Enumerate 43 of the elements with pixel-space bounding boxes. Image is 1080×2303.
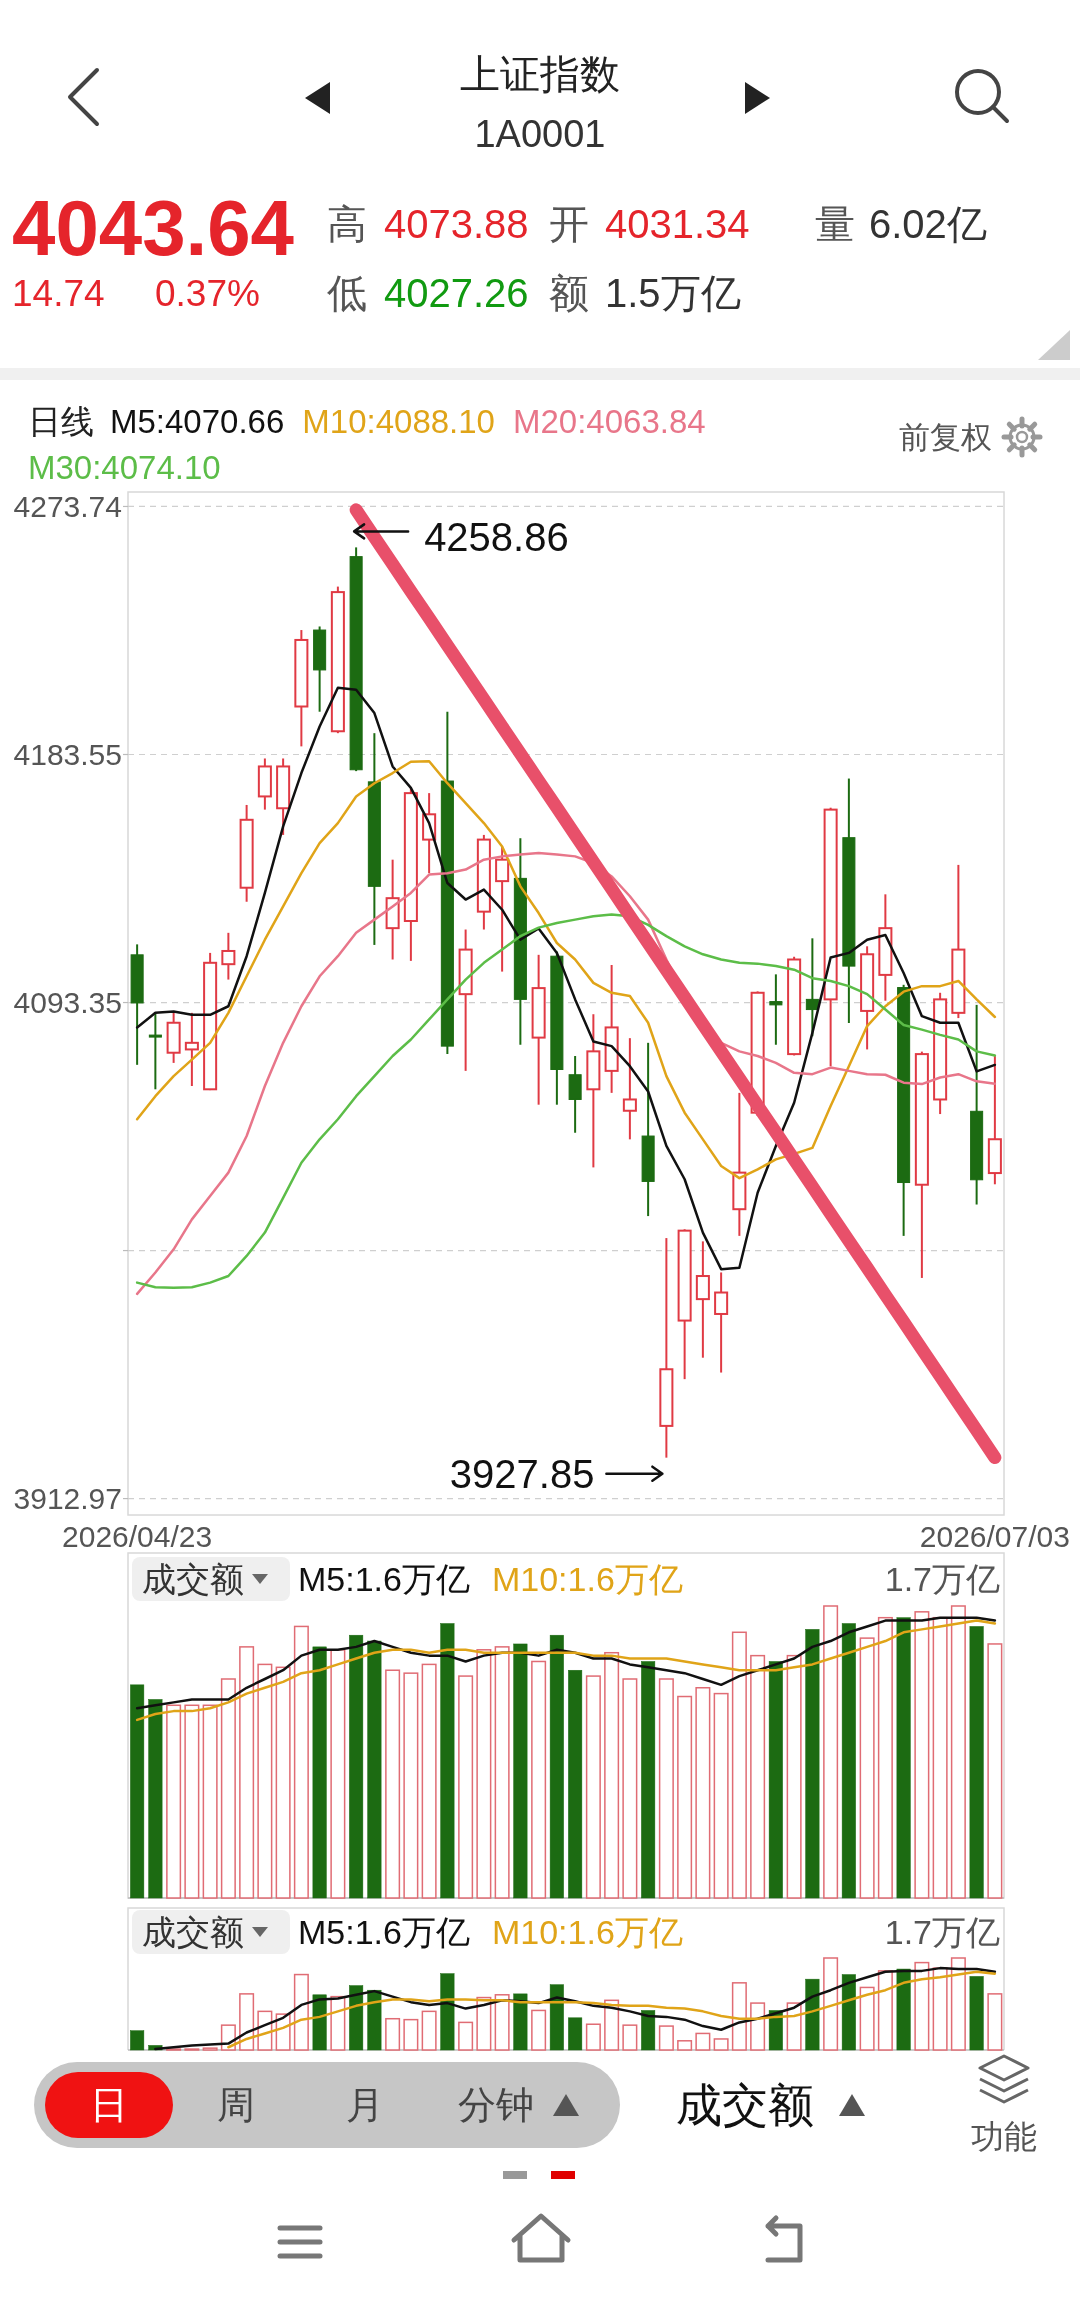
series-label: M10:1.6万亿 [491, 1913, 683, 1951]
chart-title: 日线 [28, 402, 94, 440]
text: 4031.34 [605, 202, 750, 246]
text: 周 [217, 2084, 255, 2126]
series-label: M10:1.6万亿 [491, 1560, 683, 1598]
text: 4073.88 [384, 202, 529, 246]
x-tick-label: 2026/07/03 [919, 1519, 1070, 1553]
annotation: 3927.85 [449, 1451, 595, 1496]
text: 量 [815, 202, 855, 246]
text: 上证指数 [460, 52, 620, 96]
chart-title: 成交额 [142, 1560, 244, 1598]
series-label: M5:1.6万亿 [298, 1913, 470, 1951]
text: 功能 [971, 2117, 1037, 2155]
chart-title: 成交额 [142, 1913, 244, 1951]
text: M30:4074.10 [28, 448, 221, 486]
text: 1.5万亿 [605, 271, 741, 315]
text: M5:4070.66 [110, 402, 285, 440]
series-label: M5:1.6万亿 [298, 1560, 470, 1598]
x-tick-label: 2026/04/23 [62, 1519, 213, 1553]
text: 高 [327, 202, 367, 246]
text: 日 [90, 2084, 128, 2126]
text: 成交额 [676, 2079, 814, 2131]
text: 1.7万亿 [884, 1560, 1000, 1598]
text: 前复权 [899, 419, 992, 455]
y-tick-label: 4183.55 [13, 737, 122, 771]
text: 分钟 [458, 2084, 534, 2126]
text: 1.7万亿 [884, 1913, 1000, 1951]
text: 低 [327, 271, 367, 315]
text: 4027.26 [384, 271, 529, 315]
text: 月 [346, 2084, 384, 2126]
text: M20:4063.84 [512, 402, 706, 440]
text: 1A0001 [474, 113, 606, 155]
text: 4043.64 [12, 184, 294, 272]
text: 额 [549, 271, 589, 315]
annotation: 4258.86 [424, 515, 569, 560]
y-tick-label: 4273.74 [13, 489, 122, 523]
y-tick-label: 3912.97 [13, 1482, 122, 1516]
text: 14.74 [12, 272, 105, 314]
text: M10:4088.10 [302, 402, 495, 440]
text: 6.02亿 [869, 202, 987, 246]
text: 0.37% [155, 272, 260, 314]
text: 开 [549, 202, 589, 246]
y-tick-label: 4093.35 [13, 986, 122, 1020]
